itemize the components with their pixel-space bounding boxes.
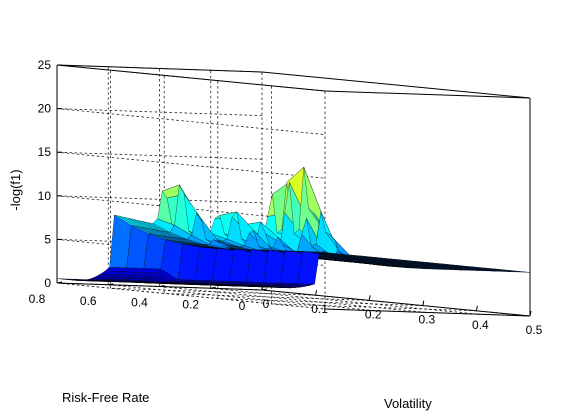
y-tick [261,288,268,291]
x-tick [368,295,371,301]
x-tick-label: 0.4 [472,318,489,332]
y-tick [108,283,114,286]
axis-edge [56,64,263,73]
axis-edge [324,90,531,99]
z-tick-label: 0 [44,276,51,290]
axis-edge [261,71,531,99]
x-tick [422,300,425,306]
x-tick [261,284,264,291]
grid-line [110,287,316,296]
y-tick-label: 0.2 [182,297,199,311]
z-tick-label: 15 [38,145,52,159]
y-tick-label: 0.8 [29,292,46,306]
grid-line [56,108,326,135]
x-tick-label: 0.5 [526,323,543,337]
y-tick [210,286,216,289]
tick-layer: 0 0.1 0.2 0.3 0.4 0.5 0 0.2 0.4 0.6 0.8 0 5 10 15 20 25 [29,58,543,337]
x-tick-label: 0.1 [311,302,328,316]
z-tick-label: 20 [38,102,52,116]
axis-edge [56,64,326,92]
y-axis-label: Risk-Free Rate [62,390,149,405]
grid-line [271,303,477,312]
axis-edge [324,308,531,317]
x-tick [529,310,532,317]
axis-edge [261,289,531,317]
grid-line [159,286,428,313]
y-tick-label: 0.6 [80,294,97,308]
z-axis-label: -log(f1) [8,169,23,210]
z-tick-label: 5 [44,232,51,246]
x-tick [475,305,478,311]
x-tick-label: 0.3 [418,313,435,327]
x-tick-label: 0.2 [365,307,382,321]
surface-patch [508,271,531,273]
x-tick [315,290,318,296]
x-tick-label: 0 [263,297,270,311]
surface-layer [56,166,531,289]
x-axis-label: Volatility [384,396,432,411]
grid-line [217,298,423,306]
y-tick-label: 0 [239,299,246,313]
y-tick [159,285,165,287]
grid-line [210,287,479,315]
y-tick-label: 0.4 [131,296,148,310]
z-tick-label: 10 [38,189,52,203]
grid-line [164,293,370,301]
z-tick-label: 25 [38,58,52,72]
grid-line [56,151,326,179]
